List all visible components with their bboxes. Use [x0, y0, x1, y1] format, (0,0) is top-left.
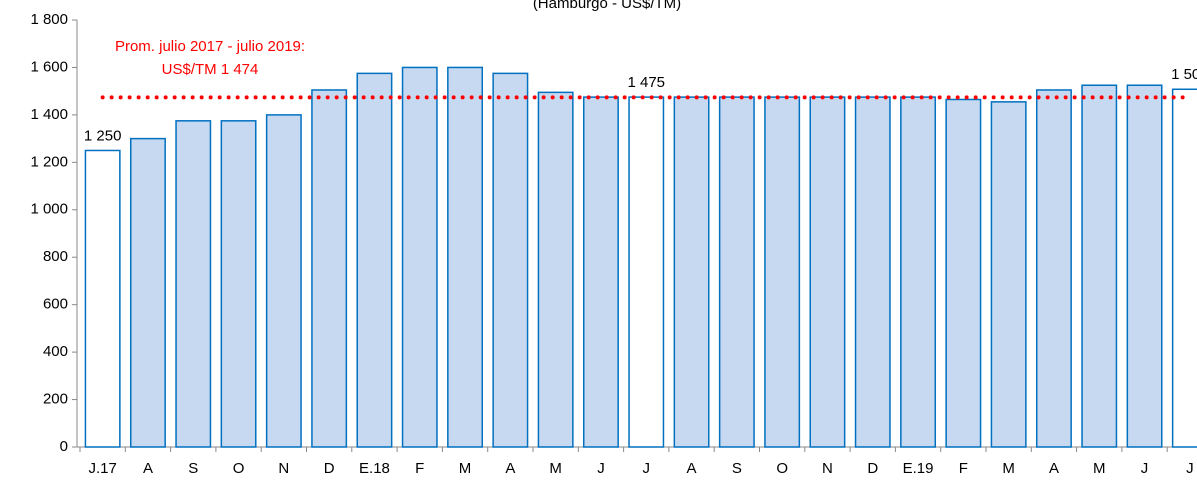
- x-tick-label: F: [415, 460, 424, 477]
- x-tick-label: S: [188, 460, 198, 477]
- y-tick-label: 1 000: [30, 201, 68, 218]
- x-tick-label: J: [643, 460, 651, 477]
- bar: [718, 96, 755, 448]
- x-tick-label: D: [324, 460, 335, 477]
- x-tick-label: D: [867, 460, 878, 477]
- y-tick-label: 800: [43, 248, 68, 265]
- y-tick-label: 400: [43, 343, 68, 360]
- y-tick-label: 200: [43, 391, 68, 408]
- bar: [265, 114, 302, 448]
- bar: [1035, 89, 1072, 448]
- x-tick-label: J: [1186, 460, 1194, 477]
- bar: [537, 91, 574, 448]
- x-tick-label: M: [549, 460, 562, 477]
- x-tick-label: E.19: [903, 460, 934, 477]
- chart-subtitle: (Hamburgo - US$/TM): [533, 0, 681, 12]
- bar: [628, 96, 665, 448]
- bar: [809, 96, 846, 448]
- x-tick-label: F: [959, 460, 968, 477]
- x-tick-label: A: [687, 460, 697, 477]
- y-tick-label: 1 800: [30, 11, 68, 28]
- x-tick-label: J: [597, 460, 605, 477]
- x-tick-label: M: [1093, 460, 1106, 477]
- bar: [764, 96, 801, 448]
- value-label: 1 475: [627, 74, 665, 91]
- bar: [311, 89, 348, 448]
- bar: [220, 120, 257, 448]
- bar: [1171, 88, 1197, 448]
- x-tick-label: J.17: [88, 460, 116, 477]
- bar: [175, 120, 212, 448]
- y-tick-label: 0: [60, 438, 68, 455]
- x-tick-label: M: [459, 460, 472, 477]
- y-tick-label: 1 400: [30, 106, 68, 123]
- x-tick-label: A: [505, 460, 515, 477]
- average-annotation: Prom. julio 2017 - julio 2019:: [115, 38, 305, 55]
- bar: [673, 96, 710, 448]
- x-tick-label: S: [732, 460, 742, 477]
- x-tick-label: A: [1049, 460, 1059, 477]
- bar: [1081, 84, 1118, 448]
- bar: [854, 96, 891, 448]
- value-label: 1 508: [1171, 66, 1197, 83]
- bar: [1126, 84, 1163, 448]
- y-tick-label: 1 600: [30, 58, 68, 75]
- x-tick-label: N: [278, 460, 289, 477]
- x-tick-label: J: [1141, 460, 1149, 477]
- bar: [129, 137, 166, 448]
- bar: [990, 101, 1027, 448]
- x-tick-label: M: [1002, 460, 1015, 477]
- bar: [945, 98, 982, 448]
- y-tick-label: 600: [43, 296, 68, 313]
- bar: [447, 66, 484, 448]
- x-tick-label: E.18: [359, 460, 390, 477]
- bar: [401, 66, 438, 448]
- bar: [84, 149, 121, 448]
- bar: [900, 96, 937, 448]
- x-tick-label: N: [822, 460, 833, 477]
- average-annotation: US$/TM 1 474: [162, 61, 259, 78]
- value-label: 1 250: [84, 127, 122, 144]
- x-tick-label: O: [233, 460, 245, 477]
- x-tick-label: O: [776, 460, 788, 477]
- bar: [492, 72, 529, 448]
- x-tick-label: A: [143, 460, 153, 477]
- bar: [356, 72, 393, 448]
- y-tick-label: 1 200: [30, 153, 68, 170]
- bar: [582, 96, 619, 448]
